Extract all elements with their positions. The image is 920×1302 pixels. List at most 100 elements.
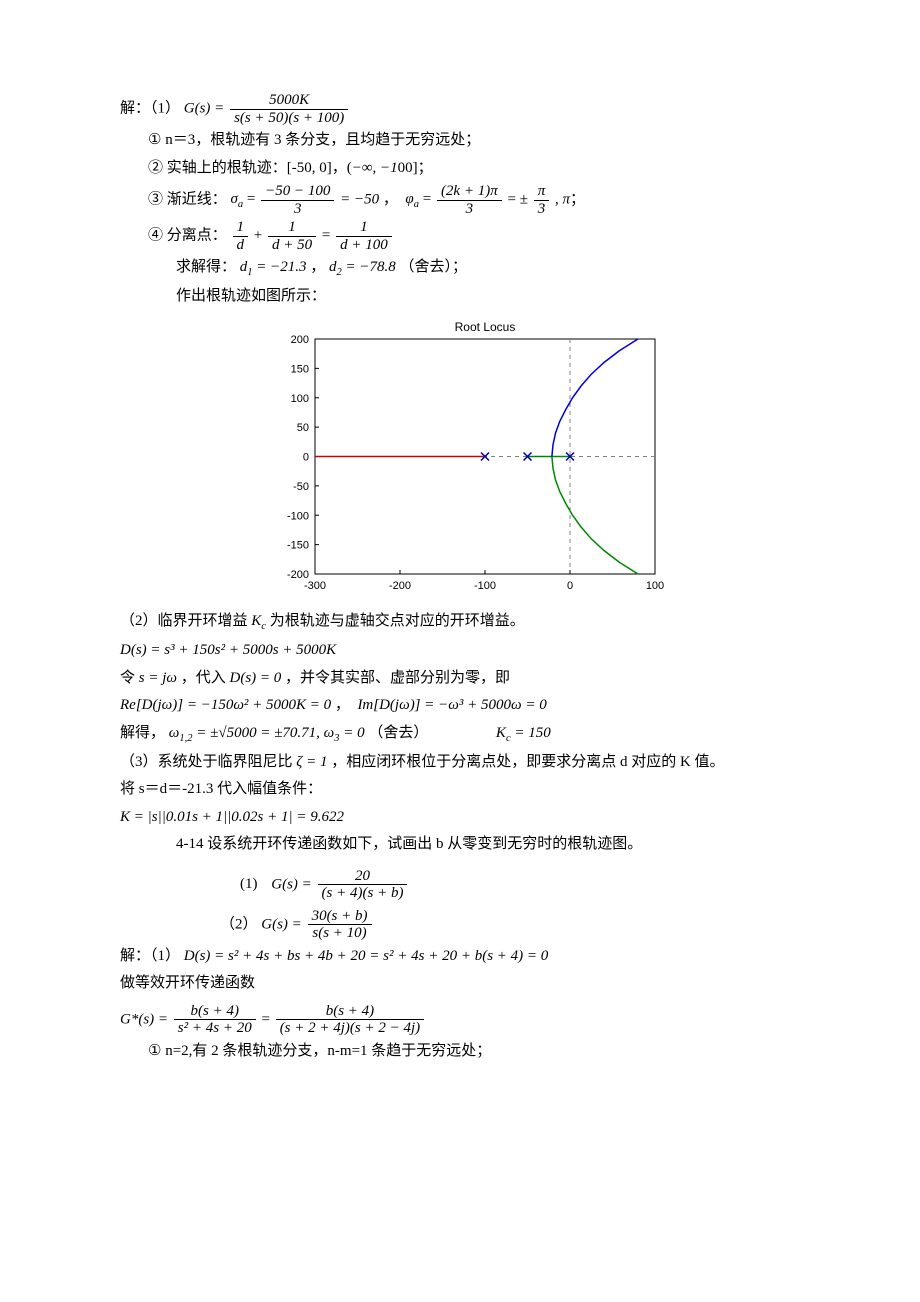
phi-frac: (2k + 1)π 3 [437,183,502,217]
g2-eq: （2） G(s) = 30(s + b)s(s + 10) [120,908,810,942]
gstar-eq: G*(s) = b(s + 4)s² + 4s + 20 = b(s + 4)(… [120,1003,810,1037]
d1v: = −21.3 [253,259,307,275]
gs-frac: 5000K s(s + 50)(s + 100) [230,92,348,126]
g1-label: (1) [240,876,258,892]
svg-text:150: 150 [291,364,309,376]
item3-label: ③ 渐近线： [148,191,227,207]
f3d: d + 100 [336,236,392,254]
p3a: （3）系统处于临界阻尼比 [120,754,293,770]
gs-num: 5000K [230,92,348,109]
let-s: s = jω [139,670,177,686]
phi-rhs-den: 3 [534,200,550,218]
phi-rhs-num: π [534,183,550,200]
item-4: ④ 分离点： 1d + 1d + 50 = 1d + 100 [120,219,810,253]
svg-text:-100: -100 [287,511,309,523]
d2v: = −78.8 [342,259,396,275]
last-item: ① n=2,有 2 条根轨迹分支，n-m=1 条趋于无穷远处； [120,1039,810,1065]
let-line: 令 s = jω ，代入 D(s) = 0 ，并令其实部、虚部分别为零，即 [120,666,810,692]
let-c: ，并令其实部、虚部分别为零，即 [285,670,510,686]
sol21-prefix: 解：（1） [120,948,180,964]
f1n: 1 [233,219,249,236]
svg-text:100: 100 [646,580,664,592]
phi: φ [405,191,413,207]
solve-tail: （舍去）； [400,259,468,275]
sigma-frac: −50 − 100 3 [261,183,334,217]
p3b: ，相应闭环根位于分离点处，即要求分离点 d 对应的 K 值。 [331,754,724,770]
f3n: 1 [336,219,392,236]
p2b: 为根轨迹与虚轴交点对应的开环增益。 [270,613,525,629]
sigma: σ [231,191,238,207]
part-2: （2）临界开环增益 Kc 为根轨迹与虚轴交点对应的开环增益。 [120,609,810,636]
g2-lhs: G(s) = [261,916,302,932]
solve2-line: 解得， ω1,2 = ±√5000 = ±70.71, ω3 = 0 （舍去） … [120,721,810,748]
ds-eq: D(s) = s³ + 150s² + 5000s + 5000K [120,638,810,664]
g2-den: s(s + 10) [308,924,372,942]
k-eq: K = |s||0.01s + 1||0.02s + 1| = 9.622 [120,805,810,831]
phi-sub: a [414,199,419,210]
item-1: ① n＝3，根轨迹有 3 条分支，且均趋于无穷远处； [120,128,810,154]
item2-b: 00]； [398,160,433,176]
solution-1-eq: 解：（1） G(s) = 5000K s(s + 50)(s + 100) [120,92,810,126]
im-eq: Im[D(jω)] = −ω³ + 5000ω = 0 [357,697,546,713]
svg-text:-200: -200 [389,580,411,592]
p2a: （2）临界开环增益 [120,613,248,629]
solve-a: 求解得： [176,259,236,275]
kc2-v: = 150 [511,725,551,741]
re-im-line: Re[D(jω)] = −150ω² + 5000K = 0 ， Im[D(jω… [120,693,810,719]
equiv-line: 做等效开环传递函数 [120,971,810,997]
phi-tail: , π [555,191,570,207]
re-eq: Re[D(jω)] = −150ω² + 5000K = 0 [120,697,331,713]
w-eq: = ±√5000 = ±70.71, ω [192,725,334,741]
s2-discard: （舍去） [368,725,428,741]
item-3: ③ 渐近线： σa = −50 − 100 3 = −50 ， φa = (2k… [120,183,810,217]
solve-sep: ， [310,259,325,275]
gstar-n1: b(s + 4) [174,1003,256,1020]
f2d: d + 50 [268,236,316,254]
gstar-d2: (s + 2 + 4j)(s + 2 − 4j) [276,1019,424,1037]
f2n: 1 [268,219,316,236]
item4-label: ④ 分离点： [148,227,227,243]
let-d: D(s) = 0 [230,670,282,686]
svg-text:0: 0 [567,580,573,592]
draw-note: 作出根轨迹如图所示： [120,284,810,310]
svg-text:200: 200 [291,334,309,346]
sol1-prefix: 解：（1） [120,100,180,116]
item2-a: ② 实轴上的根轨迹：[-50, 0]，( [148,160,352,176]
svg-text:0: 0 [303,452,309,464]
phi-num: (2k + 1)π [437,183,502,200]
sol21-eq: D(s) = s² + 4s + bs + 4b + 20 = s² + 4s … [184,948,549,964]
g1-den: (s + 4)(s + b) [318,884,408,902]
root-locus-svg: Root Locus-200-150-100-50050100150200-30… [265,319,665,599]
svg-text:-50: -50 [293,481,309,493]
item-2: ② 实轴上的根轨迹：[-50, 0]，(−∞, −100]； [120,156,810,182]
svg-text:Root Locus: Root Locus [455,320,516,334]
kc2-sym: K [496,725,506,741]
g2-num: 30(s + b) [308,908,372,925]
g1-eq: (1) G(s) = 20(s + 4)(s + b) [120,868,810,902]
svg-text:100: 100 [291,393,309,405]
gs-den: s(s + 50)(s + 100) [230,109,348,127]
g1-lhs: G(s) = [271,876,312,892]
phi-rhs-frac: π 3 [534,183,550,217]
gstar-n2: b(s + 4) [276,1003,424,1020]
svg-text:-150: -150 [287,540,309,552]
s2a: 解得， [120,725,165,741]
sigma-num: −50 − 100 [261,183,334,200]
gs-lhs: G(s) = [184,100,225,116]
kc-sym: K [251,613,261,629]
root-locus-chart: Root Locus-200-150-100-50050100150200-30… [120,319,810,599]
zeta: ζ = 1 [296,754,327,770]
sigma-den: 3 [261,200,334,218]
part-3: （3）系统处于临界阻尼比 ζ = 1 ，相应闭环根位于分离点处，即要求分离点 d… [120,750,810,776]
substitute-line: 将 s＝d＝-21.3 代入幅值条件： [120,777,810,803]
d2s: d [329,259,337,275]
problem-4-14: 4-14 设系统开环传递函数如下，试画出 b 从零变到无穷时的根轨迹图。 [120,832,810,858]
phi-den: 3 [437,200,502,218]
sigma-rhs: = −50 [340,191,379,207]
solve-line: 求解得： d1 = −21.3 ， d2 = −78.8 （舍去）； [120,255,810,282]
f1d: d [233,236,249,254]
w-sub: 1,2 [179,733,192,744]
sol2-1: 解：（1） D(s) = s² + 4s + bs + 4b + 20 = s²… [120,944,810,970]
gstar-d1: s² + 4s + 20 [174,1019,256,1037]
svg-text:-300: -300 [304,580,326,592]
